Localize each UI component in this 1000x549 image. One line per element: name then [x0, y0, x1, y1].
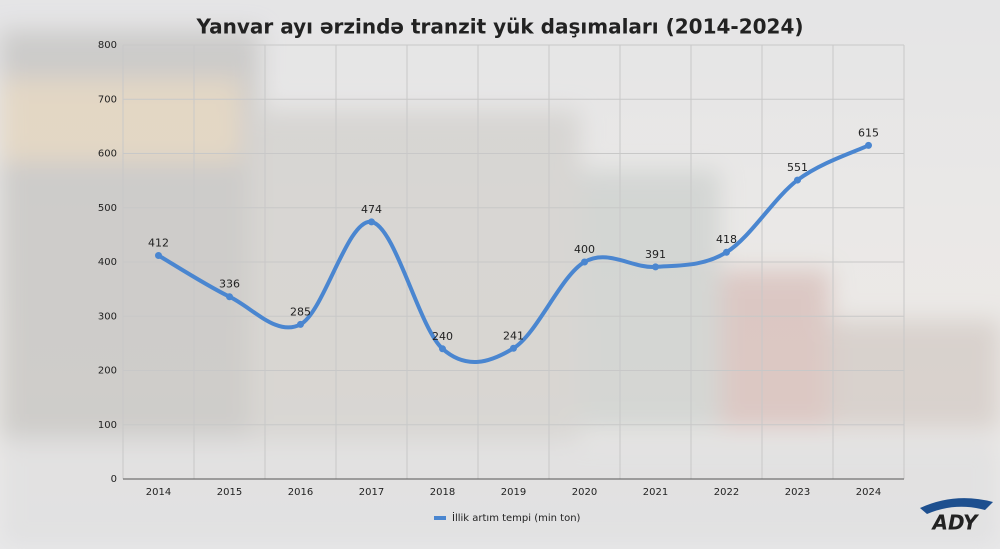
data-label: 551: [787, 161, 808, 174]
point: [652, 263, 659, 271]
chart-title: Yanvar ayı ərzində tranzit yük daşımalar…: [195, 15, 803, 39]
y-tick-label: 300: [98, 311, 117, 322]
point: [439, 345, 446, 353]
x-tick-label: 2015: [217, 487, 242, 498]
logo: ADY: [920, 498, 993, 535]
x-tick-label: 2024: [856, 487, 881, 498]
point: [865, 141, 872, 149]
data-label: 241: [503, 329, 524, 342]
point: [510, 344, 517, 352]
data-label: 336: [219, 278, 240, 291]
legend-label: İllik artım tempi (min ton): [452, 511, 581, 524]
x-tick-label: 2022: [714, 487, 739, 498]
point: [226, 293, 233, 301]
data-label: 400: [574, 243, 595, 256]
x-tick-label: 2023: [785, 487, 810, 498]
y-tick-label: 200: [98, 366, 117, 377]
y-tick-label: 700: [98, 94, 117, 105]
point: [794, 176, 801, 184]
point: [723, 248, 730, 256]
data-label: 615: [858, 126, 879, 139]
y-tick-label: 0: [111, 474, 117, 485]
y-tick-label: 600: [98, 149, 117, 160]
data-label: 285: [290, 305, 311, 318]
x-tick-label: 2016: [288, 487, 313, 498]
data-label: 412: [148, 236, 169, 249]
y-tick-label: 100: [98, 420, 117, 431]
data-label: 391: [645, 248, 666, 261]
point: [297, 320, 304, 328]
y-tick-label: 500: [98, 203, 117, 214]
x-tick-label: 2020: [572, 487, 597, 498]
x-tick-label: 2014: [146, 487, 171, 498]
x-tick-label: 2018: [430, 487, 455, 498]
y-tick-label: 800: [98, 40, 117, 51]
x-tick-label: 2017: [359, 487, 384, 498]
x-tick-label: 2021: [643, 487, 668, 498]
logo-text: ADY: [930, 511, 980, 535]
line: [156, 143, 871, 364]
point: [155, 251, 162, 259]
y-tick-label: 400: [98, 257, 117, 268]
x-tick-label: 2019: [501, 487, 526, 498]
point: [368, 218, 375, 226]
data-label: 240: [432, 330, 453, 343]
data-label: 474: [361, 203, 382, 216]
data-label: 418: [716, 233, 737, 246]
point: [581, 258, 588, 266]
